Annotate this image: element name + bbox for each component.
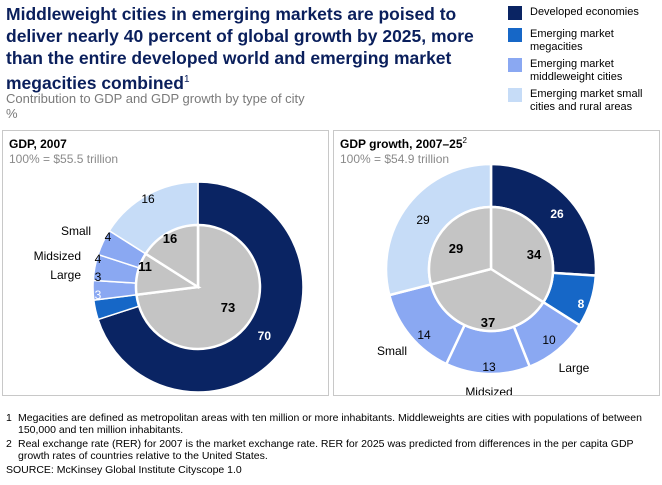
chart-title: Middleweight cities in emerging markets … [6,3,476,94]
outer-ring-value-label: 3 [95,288,102,302]
legend-swatch-megacities [508,28,522,42]
category-label: Midsized [465,385,512,395]
legend-swatch-middleweight [508,58,522,72]
legend-swatch-small-rural [508,88,522,102]
chart-title-footnote-mark: 1 [183,74,190,85]
outer-ring-value-label: 26 [550,207,564,221]
subtitle-text: Contribution to GDP and GDP growth by ty… [6,91,305,106]
panel-title-gdp-2007: GDP, 2007 [9,136,67,151]
legend-label-middleweight: Emerging market middleweight cities [530,58,623,83]
panel-title-text: GDP, 2007 [9,137,67,151]
legend-swatch-developed [508,6,522,20]
outer-ring-value-label: 10 [542,333,556,347]
inner-pie-slice [427,205,493,286]
outer-ring-value-label: 16 [141,192,155,206]
chart-gdp-growth: 26 8 10 13 14 29 Large Midsized Small 34 37 29 [377,162,598,395]
inner-pie-value-label: 73 [221,300,235,315]
outer-ring-value-label: 13 [482,360,496,374]
inner-pie-value-label: 16 [163,231,177,246]
inner-pie-value-label: 37 [481,315,495,330]
legend-label-developed: Developed economies [530,6,639,18]
footnote-text: Real exchange rate (RER) for 2007 is the… [18,438,634,462]
panel-gdp-2007: GDP, 2007 100% = $55.5 trillion 70 3 3 4 4 16… [2,130,329,396]
inner-pie-slice [143,223,200,290]
footnotes: 1 Megacities are defined as metropolitan… [6,412,660,476]
footnote-number: 1 [6,412,12,424]
outer-ring-value-label: 8 [578,297,585,311]
outer-ring-value-label: 29 [416,213,430,227]
category-label: Large [559,361,590,375]
legend-label-megacities: Emerging market megacities [530,28,614,53]
chart-gdp-2007: 70 3 3 44 16 Large Midsized Small 73 11 16 [34,181,304,393]
footnote-2: 2 Real exchange rate (RER) for 2007 is t… [6,438,660,462]
legend-label-small-rural: Emerging market small cities and rural a… [530,88,643,113]
outer-ring-value-label: 14 [417,328,431,342]
subtitle-unit: % [6,106,18,121]
category-label: Small [61,224,91,238]
inner-pie-value-label: 29 [449,241,463,256]
inner-pie-value-label: 11 [138,259,152,274]
footnote-number: 2 [6,438,12,450]
panel-subtitle-gdp-2007: 100% = $55.5 trillion [9,152,119,166]
panel-title-footnote-mark: 2 [462,136,467,145]
panel-gdp-growth: GDP growth, 2007–252 100% = $54.9 trilli… [333,130,660,396]
panel-subtitle-gdp-growth: 100% = $54.9 trillion [340,152,450,166]
footnote-text: Megacities are defined as metropolitan a… [18,412,642,436]
category-label: Midsized [34,249,81,263]
category-label: Large [50,268,81,282]
inner-pie-slice [429,267,546,333]
panel-title-gdp-growth: GDP growth, 2007–252 [340,136,467,151]
outer-ring-value-label: 4 [95,252,102,266]
chart-subtitle: Contribution to GDP and GDP growth by ty… [6,91,305,121]
outer-ring-value-label: 70 [258,329,272,343]
outer-ring-value-label: 4 [105,230,112,244]
footnote-1: 1 Megacities are defined as metropolitan… [6,412,660,436]
outer-ring-value-label: 3 [95,270,102,284]
inner-pie-value-label: 34 [527,247,542,262]
panel-title-text: GDP growth, 2007–25 [340,137,463,151]
category-label: Small [377,344,407,358]
chart-title-text: Middleweight cities in emerging markets … [6,4,474,93]
source-note: SOURCE: McKinsey Global Institute Citysc… [6,464,242,476]
